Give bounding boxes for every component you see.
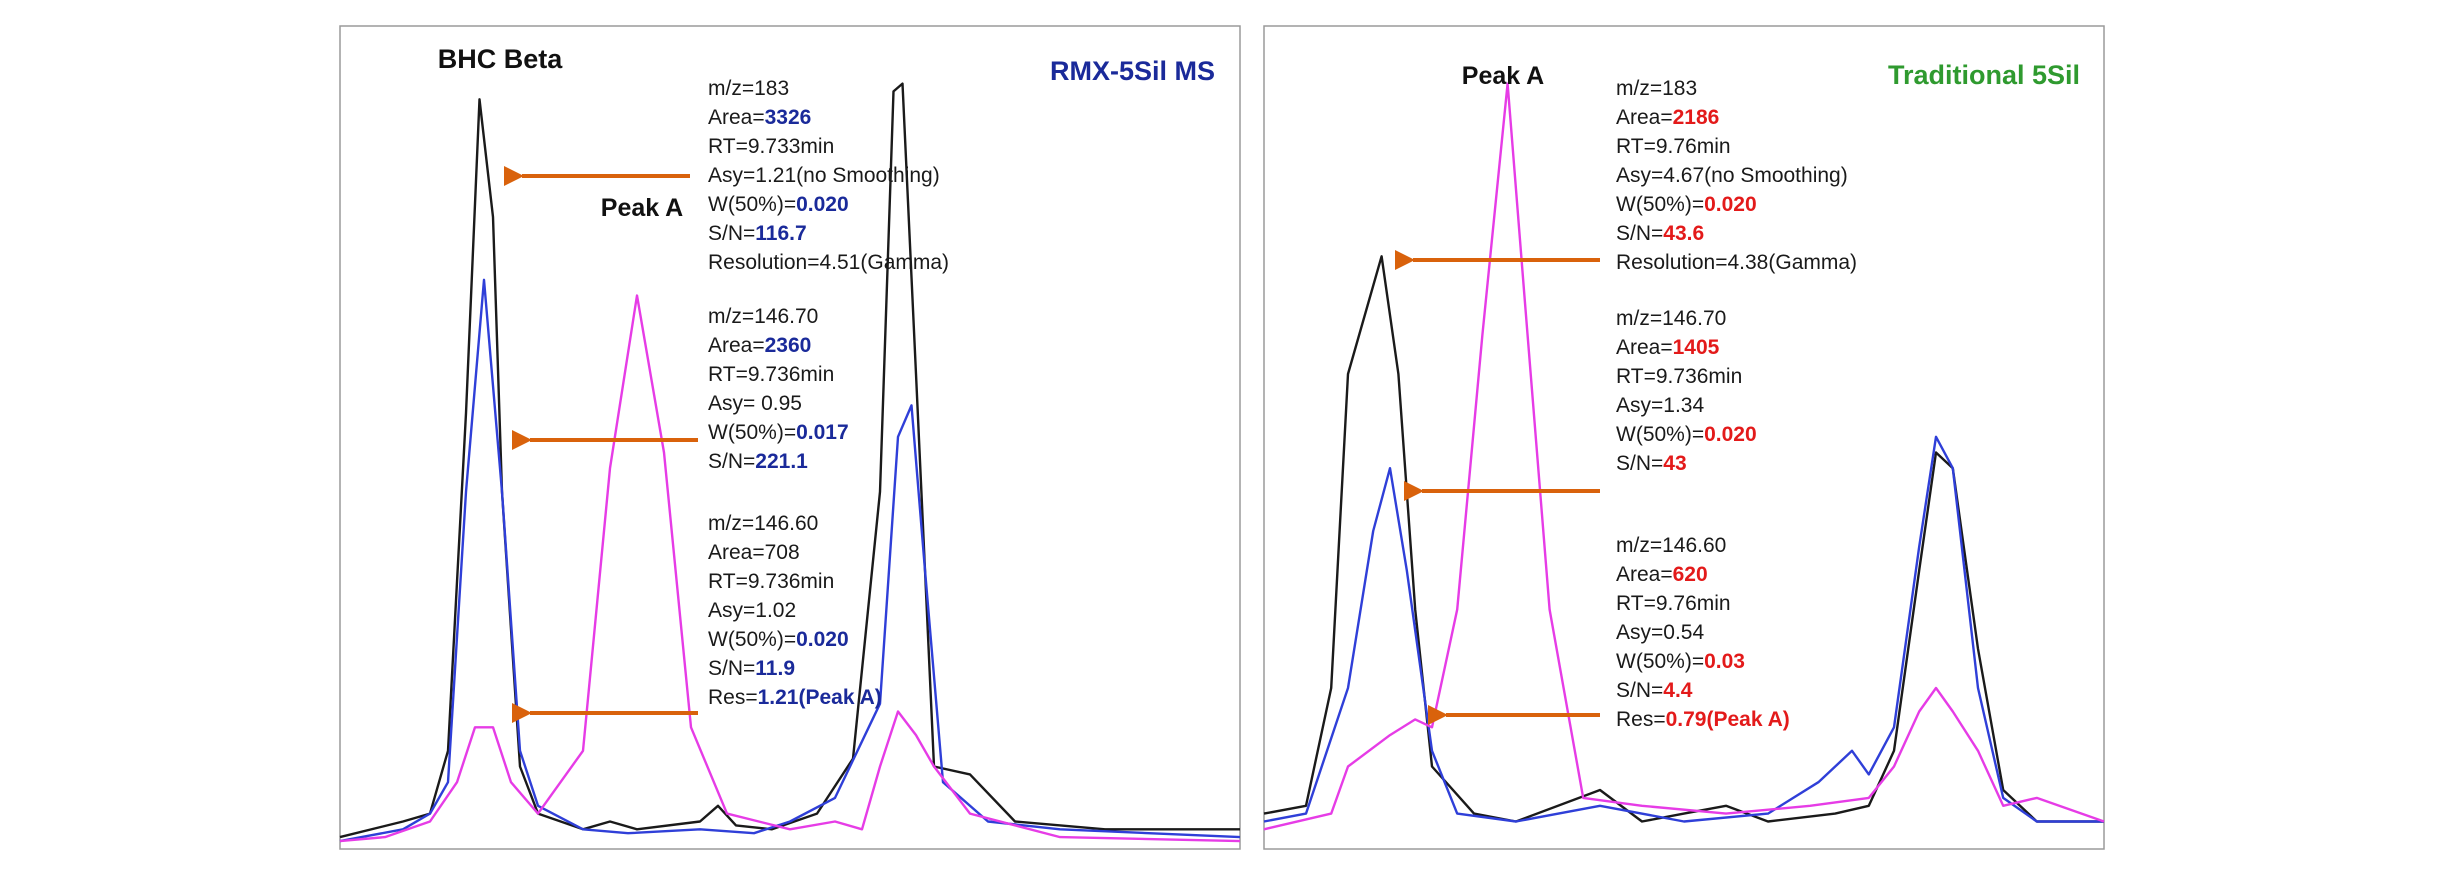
annotation-line: Asy= 0.95 — [708, 392, 802, 415]
annotation-line: RT=9.733min — [708, 135, 834, 158]
annotation-block-1: m/z=146.70 Area=1405 RT=9.736min Asy=1.34 W(… — [1616, 307, 1757, 475]
chart-title: RMX-5Sil MS — [1050, 56, 1215, 86]
annotation-line: Area=2186 — [1616, 106, 1719, 129]
annotation-line: Area=708 — [708, 541, 800, 564]
annotation-line: W(50%)=0.020 — [708, 628, 849, 651]
annotation-line: Asy=1.21(no Smoothing) — [708, 164, 940, 187]
annotation-line: W(50%)=0.020 — [1616, 423, 1757, 446]
annotation-line: RT=9.736min — [1616, 365, 1742, 388]
annotation-block-2: m/z=146.60 Area=708 RT=9.736min Asy=1.02 W(5… — [708, 512, 882, 709]
annotation-line: m/z=183 — [708, 77, 789, 100]
annotation-line: Resolution=4.51(Gamma) — [708, 251, 949, 274]
annotation-line: Asy=0.54 — [1616, 621, 1704, 644]
series-line-magenta — [339, 294, 1241, 843]
annotation-line: W(50%)=0.017 — [708, 421, 849, 444]
annotation-block-0: m/z=183 Area=3326 RT=9.733min Asy=1.21(no S… — [708, 77, 949, 274]
series-line-magenta — [1263, 82, 2105, 831]
chart-panel-0: RMX-5Sil MS BHC Beta Peak A m/z=183 Area=332… — [339, 25, 1241, 850]
annotation-line: m/z=146.60 — [708, 512, 818, 535]
annotation-line: S/N=4.4 — [1616, 679, 1693, 702]
annotation-line: W(50%)=0.020 — [708, 193, 849, 216]
annotation-line: S/N=221.1 — [708, 450, 808, 473]
annotation-line: Res=0.79(Peak A) — [1616, 708, 1790, 731]
annotation-line: W(50%)=0.03 — [1616, 650, 1745, 673]
annotation-line: Resolution=4.38(Gamma) — [1616, 251, 1857, 274]
peak-label-pa: Peak A — [601, 194, 683, 222]
annotation-line: Asy=4.67(no Smoothing) — [1616, 164, 1848, 187]
annotation-line: S/N=11.9 — [708, 657, 795, 680]
annotation-line: Asy=1.02 — [708, 599, 796, 622]
annotation-line: m/z=146.60 — [1616, 534, 1726, 557]
annotation-block-0: m/z=183 Area=2186 RT=9.76min Asy=4.67(no Sm… — [1616, 77, 1857, 274]
series-line-blue — [339, 278, 1241, 843]
annotation-line: W(50%)=0.020 — [1616, 193, 1757, 216]
annotation-line: RT=9.736min — [708, 363, 834, 386]
annotation-line: m/z=146.70 — [1616, 307, 1726, 330]
annotation-block-1: m/z=146.70 Area=2360 RT=9.736min Asy= 0.95 W… — [708, 305, 849, 473]
annotation-line: Asy=1.34 — [1616, 394, 1704, 417]
annotation-line: S/N=43.6 — [1616, 222, 1704, 245]
annotation-line: Area=1405 — [1616, 336, 1720, 359]
peak-label-pa: Peak A — [1462, 62, 1544, 90]
annotation-line: S/N=43 — [1616, 452, 1687, 475]
annotation-block-2: m/z=146.60 Area=620 RT=9.76min Asy=0.54 W(50… — [1616, 534, 1790, 731]
series-line-blue — [1263, 435, 2104, 823]
annotation-line: S/N=116.7 — [708, 222, 807, 245]
annotation-line: RT=9.736min — [708, 570, 834, 593]
annotation-line: Res=1.21(Peak A) — [708, 686, 882, 709]
peak-label-bhc: BHC Beta — [438, 44, 564, 74]
annotation-line: RT=9.76min — [1616, 135, 1731, 158]
annotation-line: Area=2360 — [708, 334, 811, 357]
chart-panel-1: Traditional 5Sil Peak A m/z=183 Area=2186 RT… — [1263, 25, 2105, 850]
annotation-line: m/z=183 — [1616, 77, 1697, 100]
annotation-line: m/z=146.70 — [708, 305, 818, 328]
annotation-line: Area=620 — [1616, 563, 1708, 586]
chart-title: Traditional 5Sil — [1888, 60, 2080, 90]
annotation-line: Area=3326 — [708, 106, 811, 129]
plot-frame — [339, 25, 1241, 850]
annotation-line: RT=9.76min — [1616, 592, 1731, 615]
